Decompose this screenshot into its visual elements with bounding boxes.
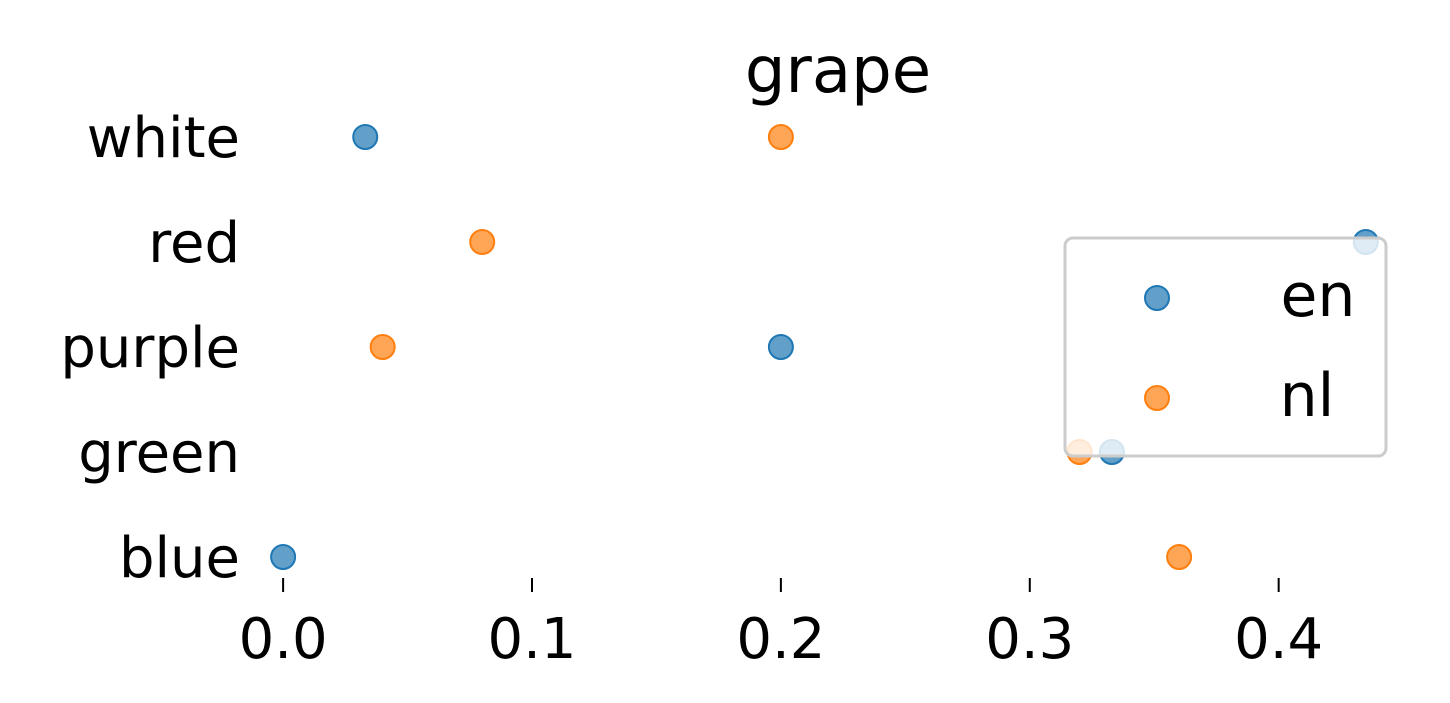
legend: en nl [1063,236,1388,458]
legend-marker-nl [1144,385,1170,411]
y-axis-ticks: white red purple green blue [60,106,240,591]
x-tick-label: 0.0 [239,607,328,672]
y-tick-label-purple: purple [60,316,240,381]
scatter-points [270,124,1379,570]
point-en-white [352,124,379,150]
chart-title: grape [745,34,931,108]
legend-label-en: en [1281,261,1356,331]
x-tick-label: 0.1 [487,607,576,672]
point-nl-purple [369,334,396,360]
x-axis-ticks: 0.0 0.1 0.2 0.3 0.4 [239,578,1323,672]
point-nl-red [469,229,496,255]
point-en-blue [270,544,297,570]
legend-marker-en [1144,285,1170,311]
x-tick-label: 0.2 [736,607,825,672]
y-tick-label-green: green [78,421,240,486]
x-tick-label: 0.3 [985,607,1074,672]
y-tick-label-blue: blue [119,526,240,591]
x-tick-label: 0.4 [1234,607,1323,672]
point-nl-blue [1166,544,1193,570]
legend-label-nl: nl [1280,361,1335,431]
y-tick-label-red: red [148,211,240,276]
point-nl-white [767,124,794,150]
point-en-purple [767,334,794,360]
y-tick-label-white: white [87,106,240,171]
